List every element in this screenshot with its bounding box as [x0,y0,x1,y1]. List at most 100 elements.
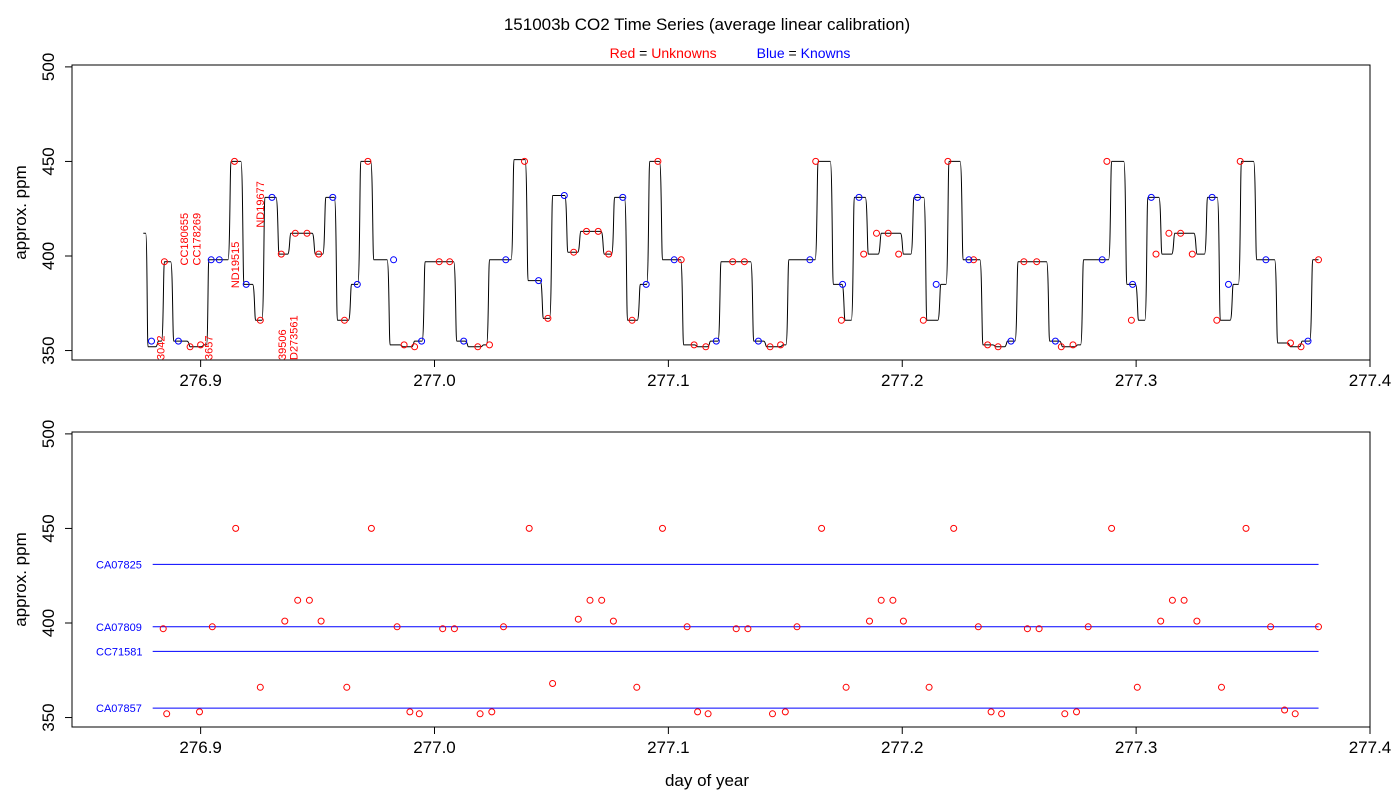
known-point [460,337,468,345]
unknown-point [837,316,845,324]
known-point [619,193,627,201]
plot-area [152,524,1322,718]
unknown-point [1267,623,1275,631]
unknown-point [256,316,264,324]
unknown-point [793,623,801,631]
known-point [855,193,863,201]
y-tick-label: 500 [39,420,58,448]
unknown-point [1287,339,1294,347]
known-point [965,256,973,264]
plot-frame [71,64,1371,361]
y-tick-label: 400 [39,609,58,637]
unknown-point [1177,229,1185,237]
unknown-point [1242,524,1250,532]
unknown-point [1315,623,1322,631]
unknown-point [1084,623,1092,631]
legend-red-word: Red [610,45,636,61]
x-tick-label: 276.9 [179,738,222,757]
unknown-point [406,708,414,716]
unknown-point [364,157,372,165]
unknown-point [411,343,419,351]
unknown-point [729,258,737,266]
y-tick-label: 400 [39,242,58,270]
known-point [535,277,543,285]
known-point [914,193,921,201]
unknown-point [873,229,880,237]
sample-annotation: CC180655 [179,213,191,266]
y-tick-label: 500 [39,53,58,81]
legend-red-eq: = [635,45,651,61]
unknown-point [994,343,1002,351]
unknown-point [702,343,710,351]
x-axis-label: day of year [665,771,749,790]
unknown-point [970,256,978,264]
sample-annotation: 39506 [277,329,289,360]
unknown-point [984,341,992,349]
x-tick-label: 276.9 [179,371,222,390]
unknown-point [866,617,873,625]
reference-line-label: CC71581 [96,646,142,658]
x-tick-label: 277.3 [1115,371,1158,390]
unknown-point [628,316,636,324]
unknown-point [694,708,702,716]
unknown-point [256,683,264,691]
unknown-point [160,258,168,266]
unknown-point [818,524,826,532]
unknown-point [812,157,820,165]
unknown-point [291,229,299,237]
unknown-point [766,343,774,351]
unknown-point [1057,343,1065,351]
unknown-point [197,341,205,349]
known-point [207,256,215,264]
unknown-point [1061,710,1069,718]
unknown-point [1073,708,1080,716]
unknown-point [944,157,952,165]
unknown-point [1218,683,1225,691]
x-tick-label: 277.4 [1349,738,1392,757]
known-point [1208,193,1216,201]
unknown-point [1315,256,1322,264]
unknown-point [1133,683,1141,691]
known-point [1262,256,1270,264]
unknown-point [583,227,590,235]
unknown-point [231,157,238,165]
unknown-point [525,524,533,532]
known-point [1129,280,1137,288]
unknown-point [769,710,776,718]
y-tick-label: 450 [39,147,58,175]
unknown-point [186,343,194,351]
legend: Red = Unknowns Blue = Knowns [610,45,851,61]
unknown-point [367,524,375,532]
unknown-point [1033,258,1041,266]
unknown-point [683,623,691,631]
unknown-point [341,316,348,324]
known-point [390,256,398,264]
known-point [418,337,426,345]
plot-frame [71,431,1371,728]
y-axis-label: approx. ppm [11,532,30,627]
unknown-point [281,617,289,625]
unknown-point [1023,625,1031,633]
unknown-point [1213,316,1221,324]
unknown-point [781,708,789,716]
unknown-point [435,258,443,266]
known-point [670,256,678,264]
unknown-point [343,683,351,691]
unknown-point [305,596,313,604]
unknown-point [1193,617,1201,625]
known-point [1147,193,1155,201]
unknown-point [925,683,933,691]
unknown-point [704,710,712,718]
unknown-point [277,250,285,258]
known-point [329,193,337,201]
known-point [174,337,182,345]
sample-annotation: CC178269 [192,213,204,266]
unknown-point [899,617,907,625]
unknown-point [633,683,641,691]
x-tick-label: 277.4 [1349,371,1392,390]
unknown-point [594,227,602,235]
unknown-point [998,710,1006,718]
trace-line [143,159,1319,348]
reference-line-label: CA07857 [96,703,142,715]
known-point [1007,337,1015,345]
